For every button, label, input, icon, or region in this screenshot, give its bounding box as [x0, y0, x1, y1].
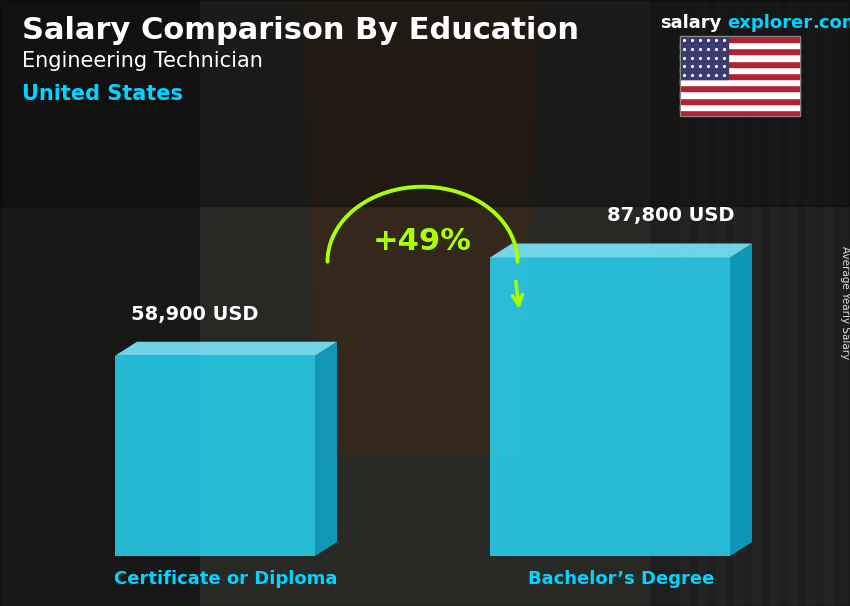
Bar	[680, 42, 800, 48]
Polygon shape	[300, 0, 540, 456]
Polygon shape	[0, 0, 200, 606]
Bar	[806, 0, 814, 606]
Bar	[680, 48, 800, 55]
Bar	[680, 85, 800, 92]
Polygon shape	[490, 258, 730, 556]
Bar	[824, 0, 832, 606]
Text: 58,900 USD: 58,900 USD	[131, 305, 258, 324]
Bar	[734, 0, 742, 606]
Bar	[770, 0, 778, 606]
Polygon shape	[115, 342, 337, 356]
Text: explorer: explorer	[727, 14, 812, 32]
Bar	[680, 79, 800, 85]
Bar	[680, 67, 800, 73]
Polygon shape	[490, 244, 752, 258]
Polygon shape	[730, 244, 752, 556]
Bar	[680, 73, 800, 79]
Bar	[0, 0, 850, 206]
Text: Certificate or Diploma: Certificate or Diploma	[114, 570, 337, 588]
Bar	[680, 55, 800, 61]
Text: Engineering Technician: Engineering Technician	[22, 51, 263, 71]
Text: Salary Comparison By Education: Salary Comparison By Education	[22, 16, 579, 45]
Bar	[788, 0, 796, 606]
Bar	[752, 0, 760, 606]
Bar	[698, 0, 706, 606]
Bar	[716, 0, 724, 606]
Bar	[680, 0, 688, 606]
Polygon shape	[115, 356, 315, 556]
Text: United States: United States	[22, 84, 183, 104]
Bar	[680, 36, 728, 79]
Bar	[680, 61, 800, 67]
Bar	[680, 104, 800, 110]
Bar	[680, 36, 800, 42]
Polygon shape	[200, 0, 650, 606]
Text: salary: salary	[660, 14, 722, 32]
Text: 87,800 USD: 87,800 USD	[607, 207, 734, 225]
Text: Bachelor’s Degree: Bachelor’s Degree	[528, 570, 714, 588]
Bar	[680, 98, 800, 104]
Text: .com: .com	[812, 14, 850, 32]
Polygon shape	[650, 0, 850, 606]
Polygon shape	[315, 342, 337, 556]
Bar	[680, 92, 800, 98]
Bar	[680, 36, 800, 116]
Text: Average Yearly Salary: Average Yearly Salary	[840, 247, 850, 359]
Text: +49%: +49%	[373, 227, 472, 256]
Bar	[680, 110, 800, 116]
